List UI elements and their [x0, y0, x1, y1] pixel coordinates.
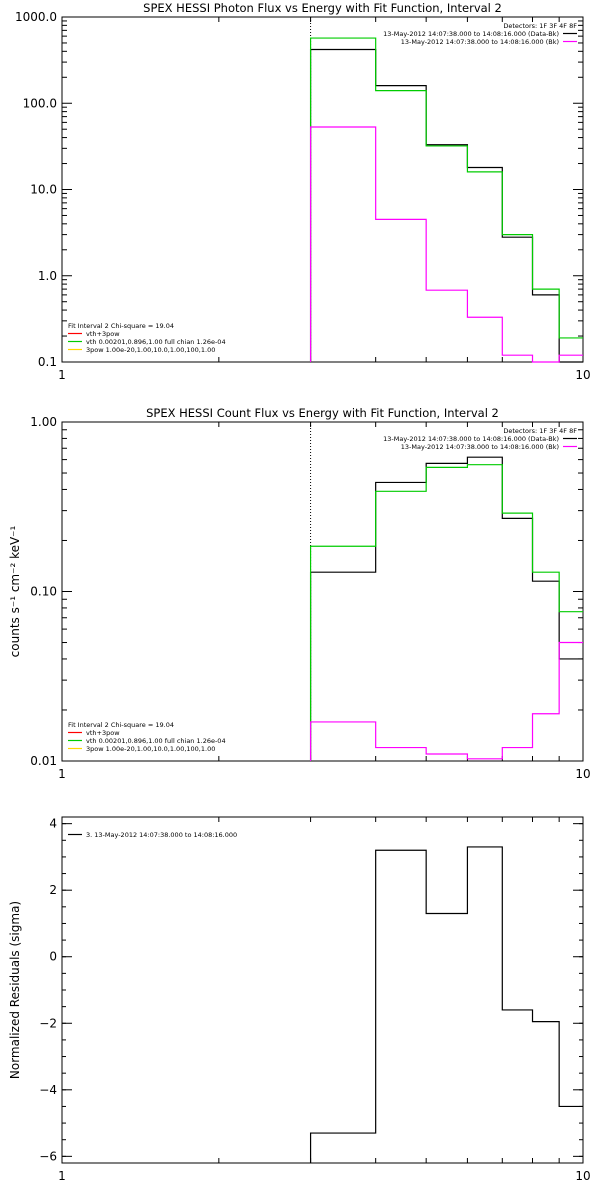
legend-label-right: 13-May-2012 14:07:38.000 to 14:08:16.000… — [401, 38, 559, 46]
legend-label-right: 13-May-2012 14:07:38.000 to 14:08:16.000… — [383, 435, 559, 443]
series-step-line-3 — [309, 126, 583, 363]
chart-panel-1: SPEX HESSI Photon Flux vs Energy with Fi… — [15, 1, 591, 382]
y-axis-label: Normalized Residuals (sigma) — [8, 901, 22, 1079]
legend-label-right: 13-May-2012 14:07:38.000 to 14:08:16.000… — [383, 30, 559, 38]
chart-panel-3: 1 10 −6 −4 −2 0 2 4 Normalized Residuals (sigma)… — [8, 816, 591, 1183]
x-tick-label: 10 — [575, 368, 590, 382]
plot-frame — [61, 16, 584, 363]
y-tick-label: 100.0 — [23, 96, 57, 110]
y-tick-label: 2 — [49, 883, 57, 897]
legend-label-right: 13-May-2012 14:07:38.000 to 14:08:16.000… — [401, 443, 559, 451]
series-step-line-2 — [309, 37, 583, 362]
legend-label-left: vth 0.00201,0.896,1.00 full chian 1.26e-… — [86, 338, 226, 346]
legend-header-left: Fit Interval 2 Chi-square = 19.04 — [68, 721, 174, 729]
chart-title: SPEX HESSI Photon Flux vs Energy with Fi… — [143, 1, 502, 15]
plot-frame — [61, 421, 584, 762]
legend-label-left: 3. 13-May-2012 14:07:38.000 to 14:08:16.… — [86, 831, 237, 839]
y-tick-label: 1.00 — [30, 415, 57, 429]
x-tick-label: 1 — [58, 1169, 66, 1183]
y-tick-label: −2 — [39, 1016, 57, 1030]
series-step-line-2 — [309, 464, 583, 761]
x-tick-label: 1 — [58, 368, 66, 382]
y-tick-label: 0.1 — [38, 355, 57, 369]
x-tick-label: 1 — [58, 767, 66, 781]
chart-title: SPEX HESSI Count Flux vs Energy with Fit… — [146, 406, 499, 420]
x-tick-label: 10 — [575, 767, 590, 781]
y-tick-label: 1000.0 — [15, 10, 57, 24]
legend-label-left: vth 0.00201,0.896,1.00 full chian 1.26e-… — [86, 737, 226, 745]
legend-header-left: Fit Interval 2 Chi-square = 19.04 — [68, 322, 174, 330]
y-axis-label: counts s⁻¹ cm⁻² keV⁻¹ — [8, 525, 22, 657]
y-tick-label: −4 — [39, 1083, 57, 1097]
y-tick-label: 0.01 — [30, 754, 57, 768]
y-tick-label: 10.0 — [30, 183, 57, 197]
y-tick-label: 1.0 — [38, 269, 57, 283]
legend-label-left: vth+3pow — [86, 729, 120, 737]
series-step-line-1 — [309, 48, 583, 363]
series-step-line-3 — [309, 641, 583, 761]
series-step-line-1 — [309, 846, 583, 1163]
legend-label-left: 3pow 1.00e-20,1.00,10.0,1.00,100,1.00 — [86, 745, 215, 753]
y-tick-label: 4 — [49, 817, 57, 831]
chart-panel-2: SPEX HESSI Count Flux vs Energy with Fit… — [8, 406, 591, 781]
y-tick-label: 0 — [49, 950, 57, 964]
legend-header-right: Detectors: 1F 3F 4F 8F — [503, 22, 577, 30]
legend-label-left: 3pow 1.00e-20,1.00,10.0,1.00,100,1.00 — [86, 346, 215, 354]
y-tick-label: −6 — [39, 1149, 57, 1163]
legend-label-left: vth+3pow — [86, 330, 120, 338]
series-step-line-1 — [309, 456, 583, 761]
plot-frame — [61, 816, 584, 1164]
x-tick-label: 10 — [575, 1169, 590, 1183]
legend-header-right: Detectors: 1F 3F 4F 8F — [503, 427, 577, 435]
y-tick-label: 0.10 — [30, 585, 57, 599]
